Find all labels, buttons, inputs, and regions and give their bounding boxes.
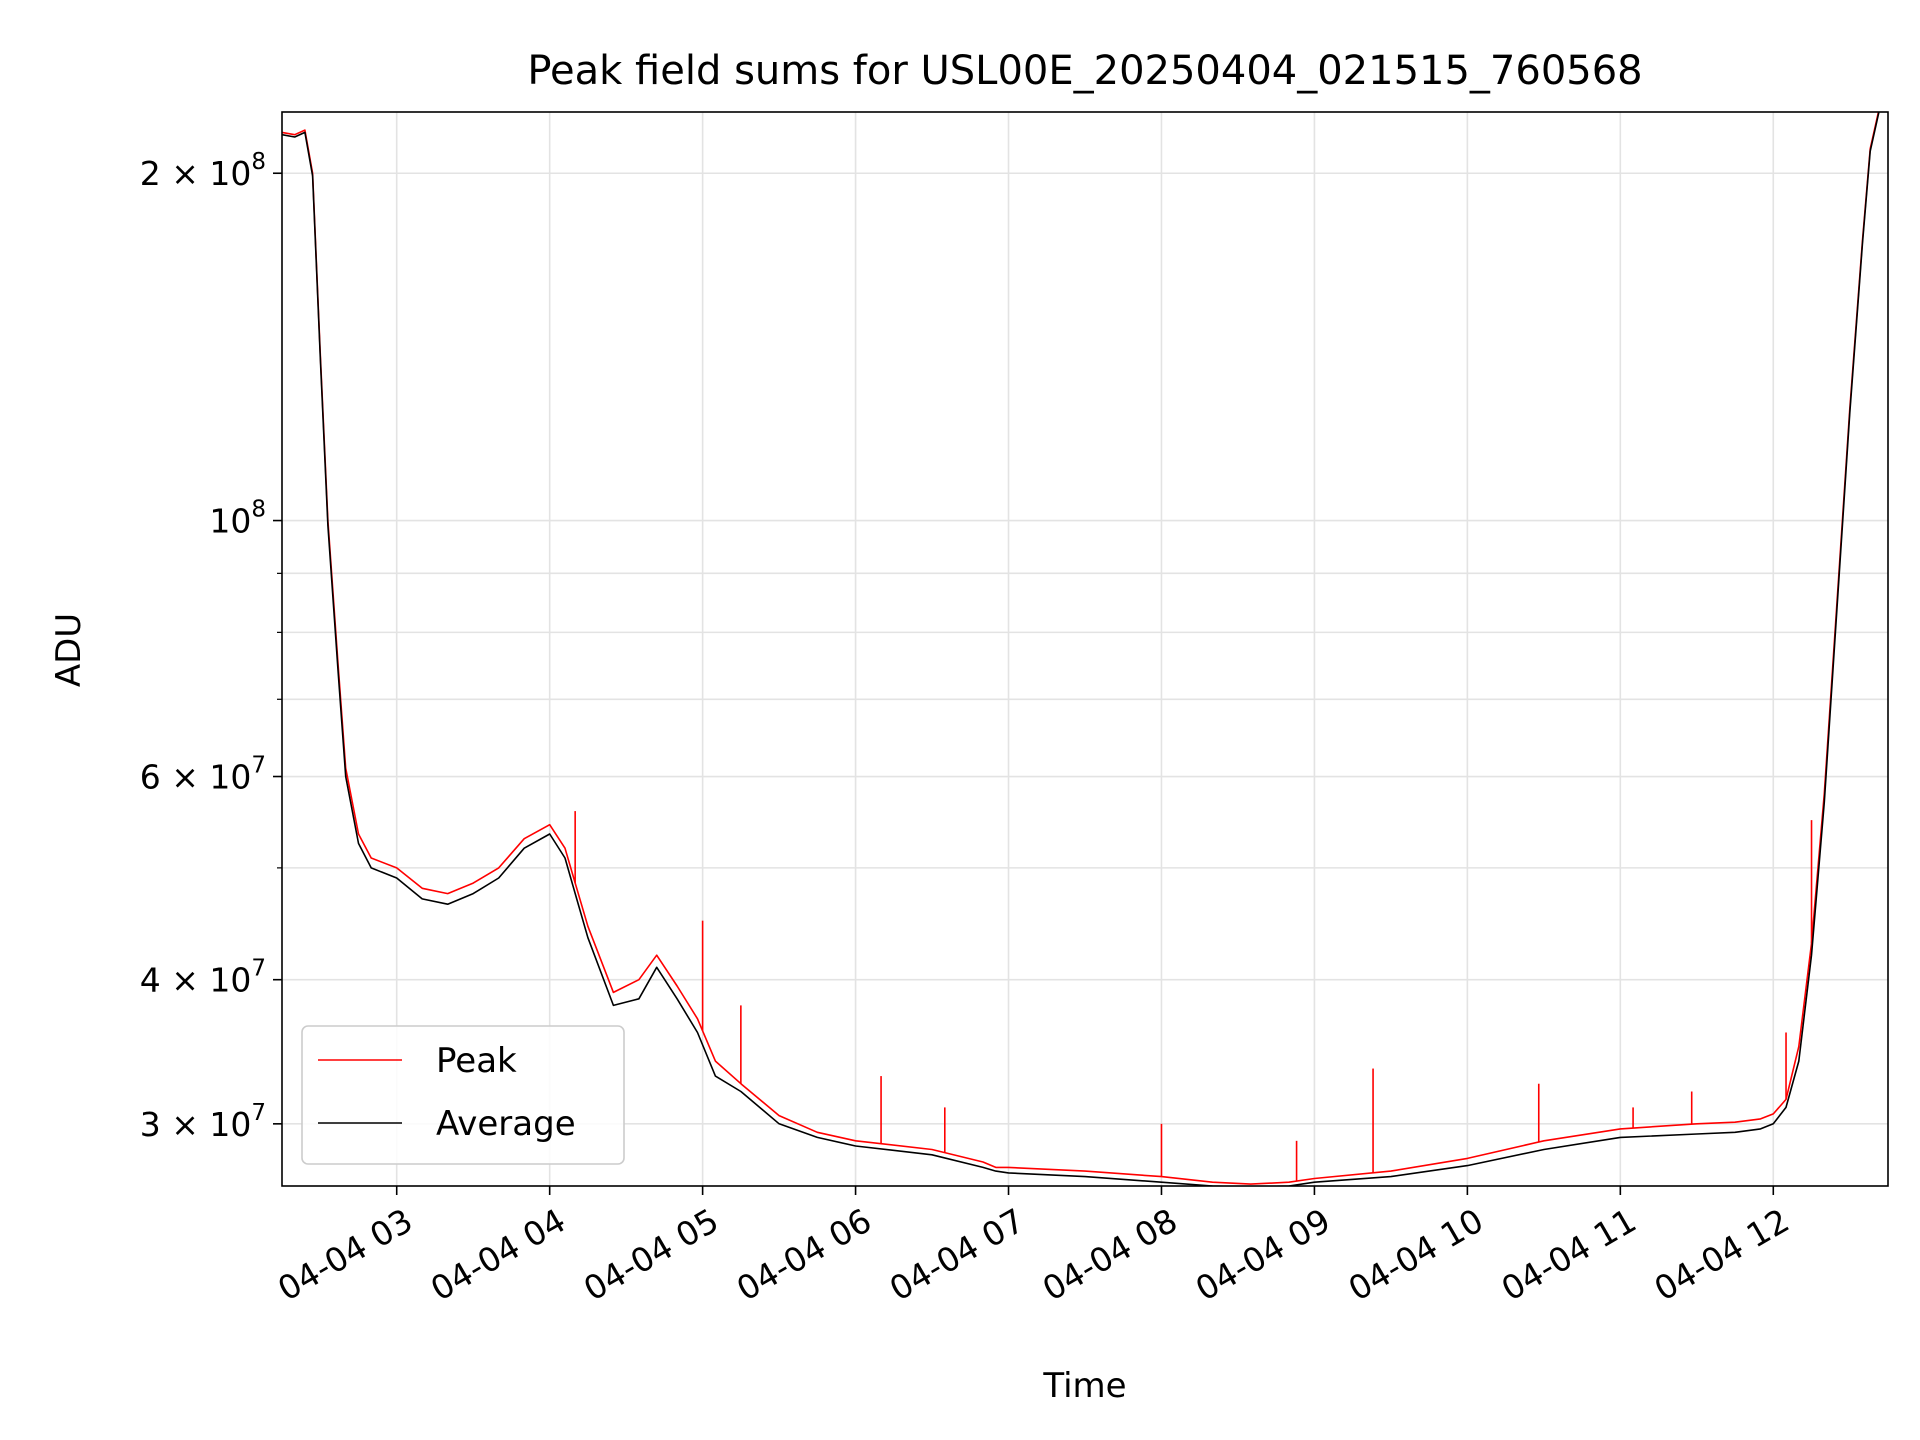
- y-tick-label-exponent: 8: [251, 497, 266, 523]
- gridlines: [282, 112, 1888, 1186]
- x-axis-label: Time: [1042, 1366, 1126, 1406]
- chart-title: Peak field sums for USL00E_20250404_0215…: [527, 48, 1642, 94]
- y-tick-label: 3 × 107: [140, 1100, 266, 1144]
- series-line-peak: [282, 112, 1880, 1185]
- y-tick-label-base: 3 × 10: [140, 1105, 252, 1144]
- y-tick-label-exponent: 7: [251, 753, 266, 779]
- legend-peak-label: Peak: [436, 1041, 517, 1081]
- y-tick-label-exponent: 7: [251, 1100, 266, 1126]
- y-tick-label-base: 10: [209, 502, 251, 541]
- y-tick-label-exponent: 7: [251, 956, 266, 982]
- y-tick-label: 6 × 107: [140, 753, 266, 797]
- plot-frame: [281, 111, 1889, 1187]
- y-tick-label: 4 × 107: [140, 956, 266, 1000]
- y-tick-label-base: 6 × 10: [140, 758, 252, 797]
- series-layer: [282, 112, 1880, 1186]
- y-tick-label-base: 2 × 10: [140, 154, 252, 193]
- series-line-average: [282, 112, 1880, 1186]
- y-axis-label: ADU: [49, 613, 89, 687]
- legend: Peak Average: [301, 1025, 625, 1165]
- legend-average-label: Average: [436, 1104, 576, 1144]
- y-tick-label-base: 4 × 10: [140, 961, 252, 1000]
- y-tick-label: 2 × 108: [140, 149, 266, 193]
- y-tick-label-exponent: 8: [251, 149, 266, 175]
- y-tick-label: 108: [209, 497, 266, 541]
